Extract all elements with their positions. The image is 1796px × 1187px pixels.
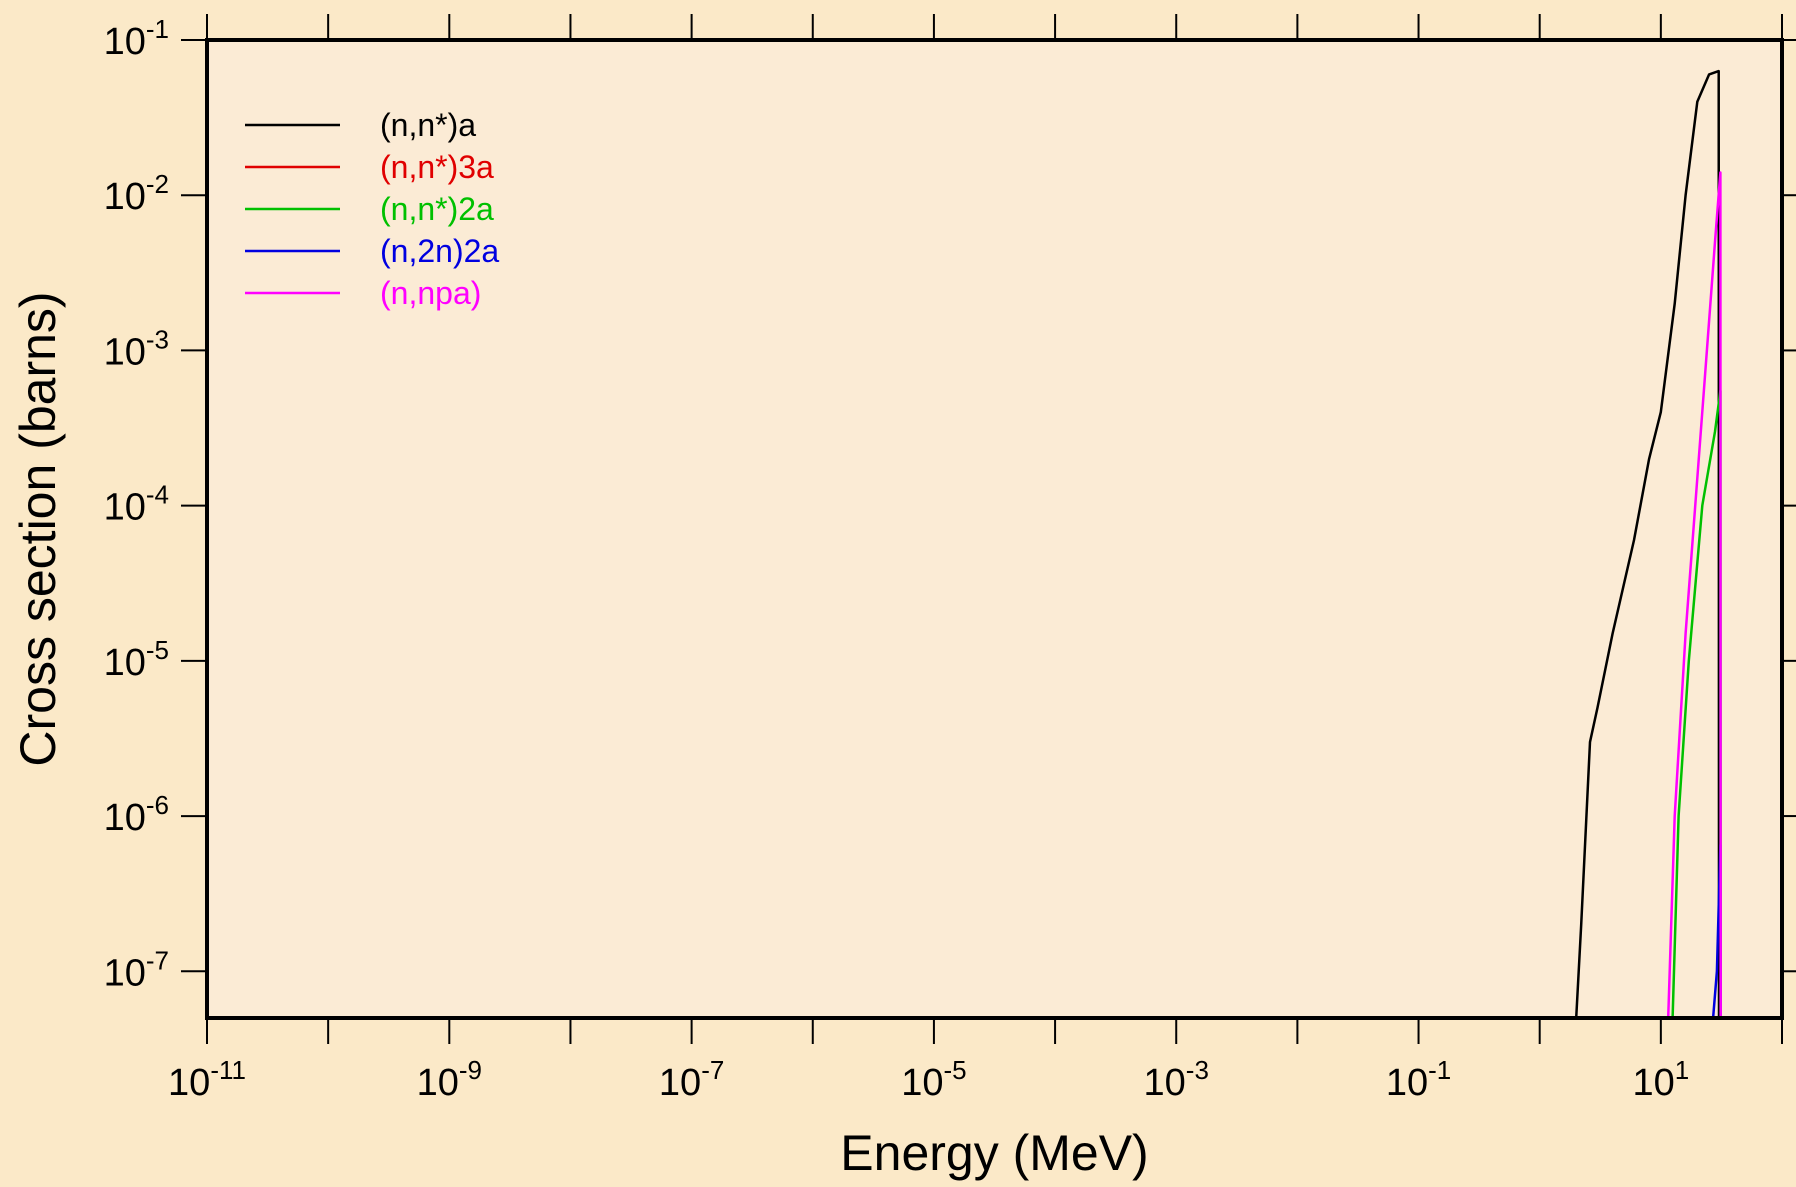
y-tick-label: 10-4 (104, 480, 169, 529)
legend: (n,n*)a (n,n*)3a (n,n*)2a (n,2n)2a (n,npa) (245, 107, 499, 311)
x-tick-label: 10-11 (168, 1055, 246, 1104)
x-tick-label: 10-9 (417, 1055, 482, 1104)
x-tick-label: 10-5 (901, 1055, 966, 1104)
legend-entry-label: (n,n*)2a (380, 191, 494, 227)
y-tick-label: 10-2 (104, 169, 169, 218)
series-line-n-npa (207, 171, 1782, 1020)
series-line-n-n-a (207, 69, 1782, 1020)
y-tick-label: 10-5 (104, 635, 169, 684)
x-tick-label: 101 (1632, 1055, 1689, 1104)
x-tick-label: 10-7 (659, 1055, 724, 1104)
x-tick-label: 10-3 (1144, 1055, 1209, 1104)
y-tick-label: 10-6 (104, 790, 169, 839)
y-tick-label: 10-1 (104, 14, 169, 63)
y-tick-label: 10-3 (104, 324, 169, 373)
legend-entry-label: (n,2n)2a (380, 233, 499, 269)
legend-entry-label: (n,n*)a (380, 107, 476, 143)
legend-entry-label: (n,npa) (380, 275, 481, 311)
y-tick-label: 10-7 (104, 945, 169, 994)
tick-labels-layer: 10-11 10-9 10-7 10-5 10-3 10-1 101 10-1 10-2 10-3… (104, 14, 1690, 1104)
ticks-layer (181, 14, 1796, 1044)
x-axis-title: Energy (MeV) (840, 1125, 1148, 1181)
x-tick-label: 10-1 (1386, 1055, 1451, 1104)
legend-entry-label: (n,n*)3a (380, 149, 494, 185)
plot-frame (205, 38, 1784, 1020)
plot-area (207, 40, 1782, 1018)
y-axis-title: Cross section (barns) (10, 291, 66, 766)
